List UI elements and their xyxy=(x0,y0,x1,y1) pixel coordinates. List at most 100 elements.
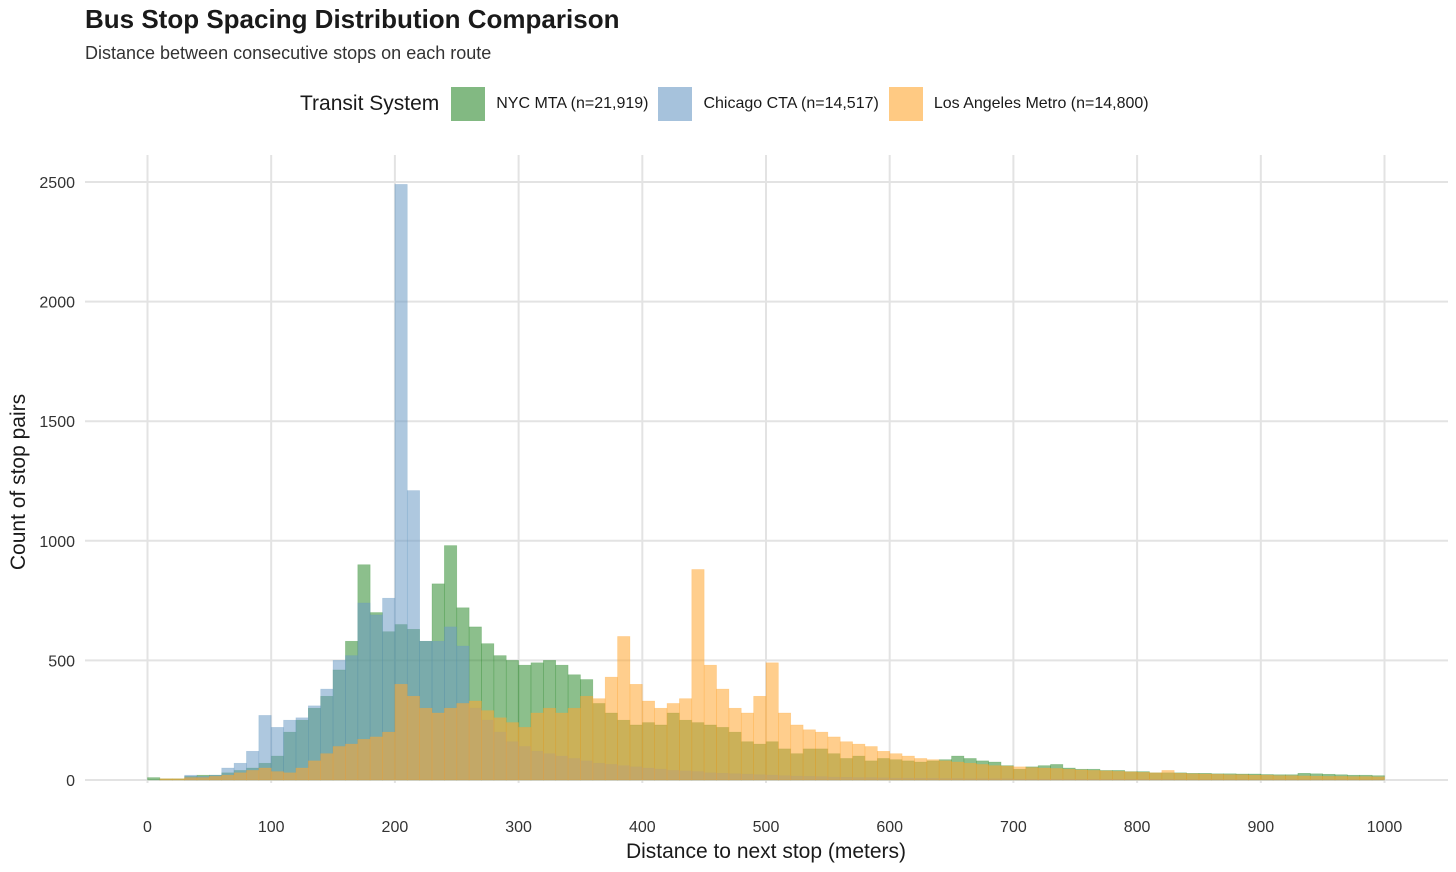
bar-la-130 xyxy=(308,760,321,781)
bar-la-150 xyxy=(332,746,346,781)
bar-la-680 xyxy=(988,765,1002,781)
bar-la-940 xyxy=(1309,775,1323,781)
x-tick-label-7: 700 xyxy=(1000,819,1027,836)
x-tick-label-5: 500 xyxy=(753,819,780,836)
bar-la-900 xyxy=(1260,774,1274,781)
bar-la-240 xyxy=(444,707,458,781)
y-axis-title: Count of stop pairs xyxy=(7,394,30,570)
bar-la-480 xyxy=(740,712,754,781)
histogram-bars xyxy=(147,184,1385,781)
bar-la-890 xyxy=(1248,774,1262,781)
x-axis-title: Distance to next stop (meters) xyxy=(626,840,906,863)
bar-la-950 xyxy=(1322,776,1336,781)
bar-la-970 xyxy=(1347,776,1361,781)
bar-la-370 xyxy=(604,676,618,781)
bar-la-160 xyxy=(345,743,359,781)
bar-la-230 xyxy=(431,712,445,781)
bar-la-320 xyxy=(543,707,557,781)
bar-la-200 xyxy=(394,684,408,781)
bar-la-720 xyxy=(1037,767,1051,781)
bar-la-190 xyxy=(382,731,396,781)
bar-chicago-110 xyxy=(283,719,297,781)
x-tick-label-4: 400 xyxy=(629,819,656,836)
bar-la-610 xyxy=(901,755,915,781)
x-axis-ticks: 0 100 200 300 400 500 600 700 800 900 1000 xyxy=(143,819,1402,836)
bar-la-420 xyxy=(666,703,680,781)
bar-la-390 xyxy=(629,684,643,781)
legend-label-chicago: Chicago CTA (n=14,517) xyxy=(703,95,879,112)
bar-la-760 xyxy=(1087,770,1101,781)
bar-la-880 xyxy=(1235,774,1249,781)
bar-la-90 xyxy=(258,767,272,781)
bar-la-500 xyxy=(765,662,779,781)
bar-la-800 xyxy=(1136,772,1150,781)
bar-la-960 xyxy=(1334,776,1348,781)
bar-la-870 xyxy=(1223,774,1237,781)
bar-la-450 xyxy=(703,664,717,781)
bar-la-70 xyxy=(233,772,247,781)
bar-la-260 xyxy=(468,700,482,781)
y-tick-label-0: 0 xyxy=(66,773,75,790)
bar-la-310 xyxy=(530,712,544,781)
bar-la-570 xyxy=(852,743,866,781)
bar-la-20 xyxy=(171,778,185,781)
bar-la-790 xyxy=(1124,771,1138,781)
y-tick-label-1: 500 xyxy=(48,653,75,670)
legend-label-la: Los Angeles Metro (n=14,800) xyxy=(933,95,1149,112)
bar-la-560 xyxy=(839,741,853,781)
bar-la-30 xyxy=(184,777,198,781)
bar-la-860 xyxy=(1211,773,1224,781)
bar-la-410 xyxy=(654,707,668,781)
bar-la-920 xyxy=(1285,775,1299,781)
bar-la-380 xyxy=(617,636,631,781)
x-tick-label-10: 1000 xyxy=(1367,819,1403,836)
bar-la-470 xyxy=(728,707,742,781)
bar-la-670 xyxy=(975,764,989,781)
y-tick-label-3: 1500 xyxy=(39,414,75,431)
bar-la-580 xyxy=(864,746,878,781)
x-tick-label-2: 200 xyxy=(382,819,409,836)
bar-la-600 xyxy=(889,753,903,781)
bar-la-400 xyxy=(641,700,655,781)
bar-la-850 xyxy=(1198,773,1212,781)
bar-la-730 xyxy=(1050,768,1064,781)
bar-la-750 xyxy=(1074,769,1088,781)
bar-la-740 xyxy=(1062,768,1076,781)
bar-la-980 xyxy=(1359,776,1373,781)
bar-la-590 xyxy=(877,750,891,781)
bar-la-640 xyxy=(938,760,952,781)
bar-la-830 xyxy=(1173,773,1187,781)
bar-la-510 xyxy=(778,712,792,781)
bar-la-840 xyxy=(1186,773,1200,781)
legend-swatch-chicago xyxy=(658,87,693,121)
bar-la-180 xyxy=(369,736,383,781)
bar-la-520 xyxy=(790,724,804,781)
bar-la-50 xyxy=(209,776,223,781)
bar-la-630 xyxy=(926,759,940,781)
x-tick-label-3: 300 xyxy=(505,819,532,836)
bar-la-140 xyxy=(320,753,334,781)
y-axis-ticks: 0 500 1000 1500 2000 2500 xyxy=(39,175,75,790)
bar-la-280 xyxy=(493,717,507,781)
bar-la-60 xyxy=(221,774,235,781)
legend-item-chicago: Chicago CTA (n=14,517) xyxy=(658,87,879,121)
legend-swatch-nyc xyxy=(451,87,486,121)
y-tick-label-5: 2500 xyxy=(39,175,75,192)
bar-la-650 xyxy=(951,761,965,781)
bar-la-210 xyxy=(406,695,420,781)
series-chicago xyxy=(184,184,1385,781)
bar-la-330 xyxy=(555,712,569,781)
bar-la-530 xyxy=(802,729,816,781)
bar-la-910 xyxy=(1272,775,1286,781)
bar-la-810 xyxy=(1149,772,1163,781)
series-la xyxy=(159,569,1385,781)
y-tick-label-4: 2000 xyxy=(39,295,75,312)
x-tick-label-9: 900 xyxy=(1247,819,1274,836)
bar-la-300 xyxy=(518,727,532,781)
bar-la-100 xyxy=(270,771,284,781)
bar-la-550 xyxy=(827,736,841,781)
bar-la-170 xyxy=(357,739,371,781)
x-tick-label-1: 100 xyxy=(258,819,285,836)
bar-la-250 xyxy=(456,703,470,781)
